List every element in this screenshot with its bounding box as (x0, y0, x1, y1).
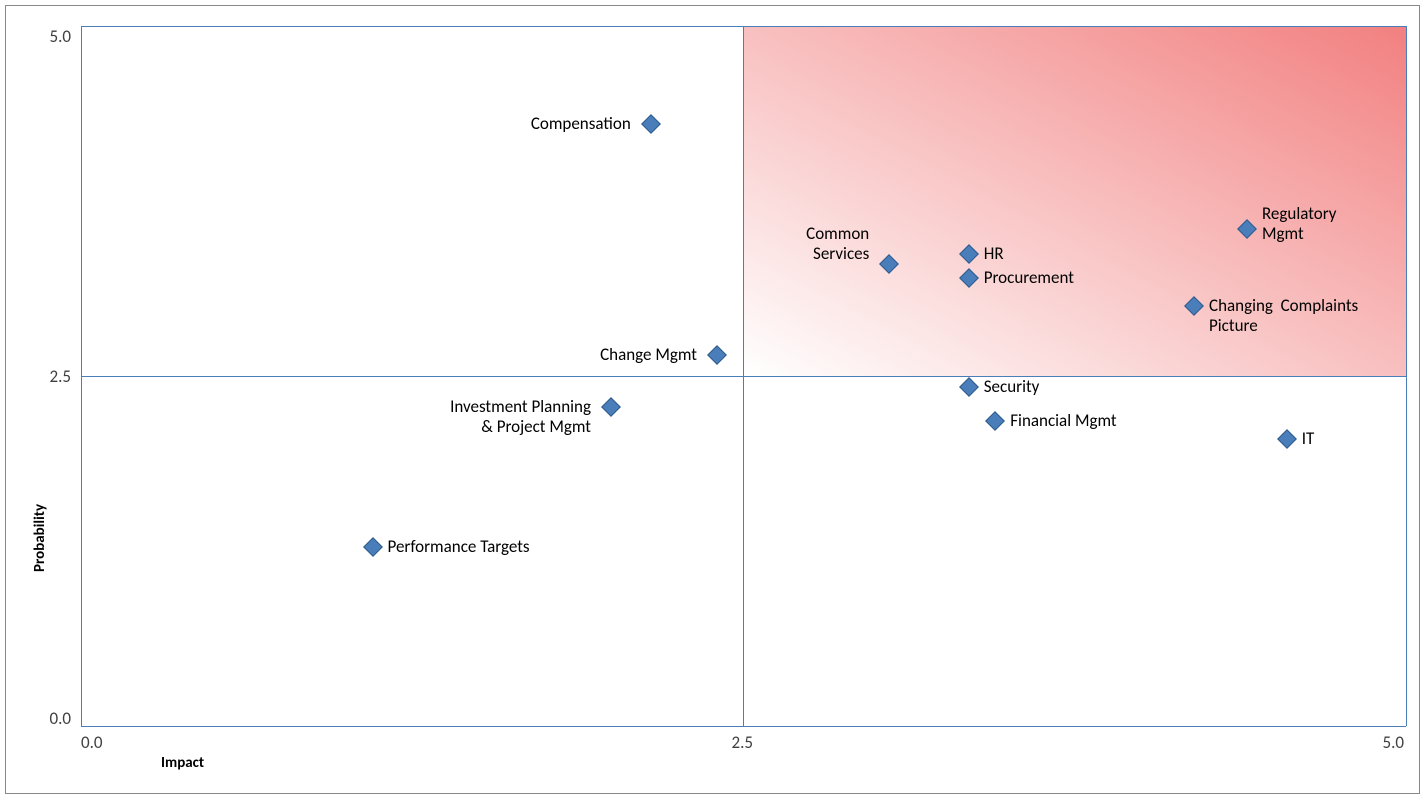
data-label: Regulatory Mgmt (1262, 204, 1336, 245)
x-tick-label: 5.0 (1382, 732, 1404, 753)
data-label: Investment Planning & Project Mgmt (450, 397, 591, 438)
x-axis-title: Impact (161, 754, 204, 772)
data-label: Procurement (984, 268, 1074, 288)
data-label: Change Mgmt (600, 345, 697, 365)
data-label: Security (984, 377, 1040, 397)
data-label: Common Services (806, 224, 869, 265)
data-label: Financial Mgmt (1010, 411, 1116, 431)
y-tick-label: 0.0 (49, 708, 71, 729)
data-label: Compensation (531, 114, 631, 134)
data-label: Performance Targets (388, 537, 530, 557)
risk-matrix-chart: 0.0 2.5 5.0 0.0 2.5 5.0 Impact Probability Compe… (5, 5, 1420, 794)
y-tick-label: 5.0 (49, 26, 71, 47)
axis-line (81, 376, 1406, 377)
x-tick-label: 0.0 (81, 732, 103, 753)
y-tick-label: 2.5 (49, 366, 71, 387)
x-tick-label: 2.5 (732, 732, 754, 753)
data-label: IT (1302, 429, 1315, 449)
y-axis-title: Probability (31, 504, 49, 572)
data-label: Changing Complaints Picture (1209, 296, 1358, 337)
data-label: HR (984, 244, 1004, 264)
